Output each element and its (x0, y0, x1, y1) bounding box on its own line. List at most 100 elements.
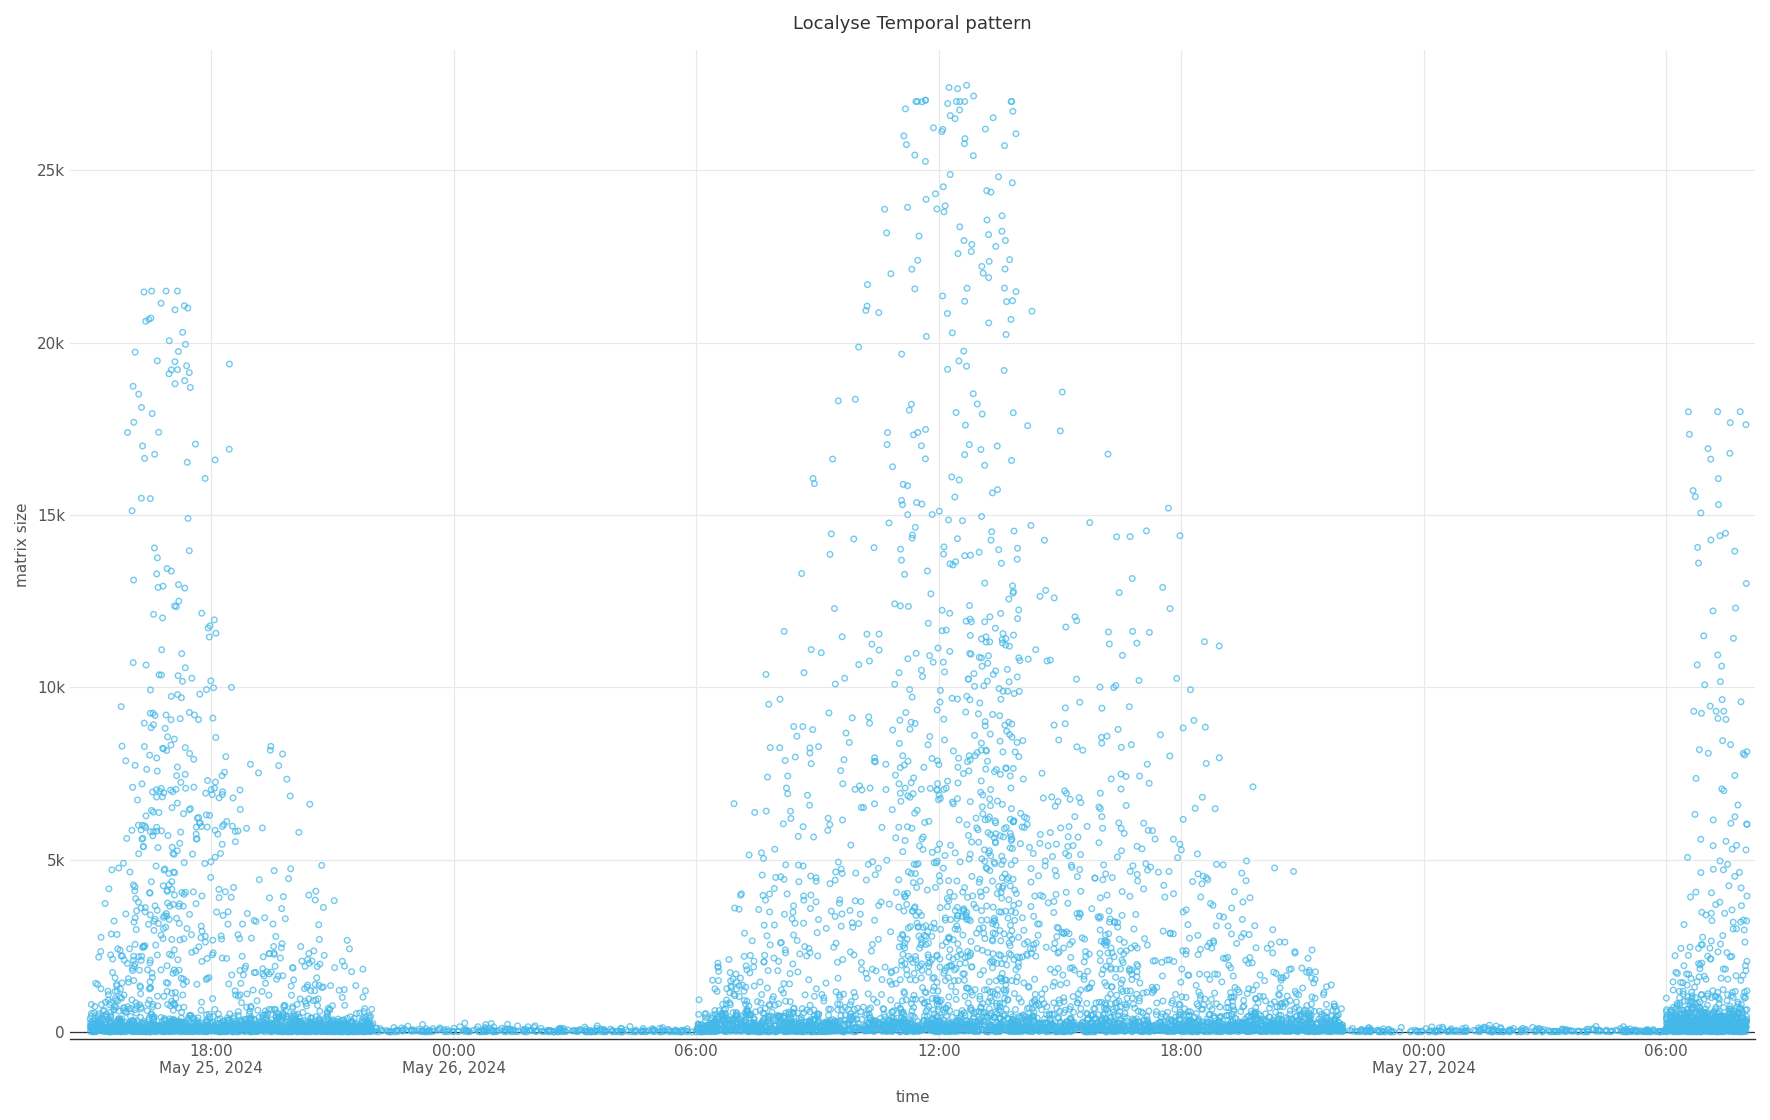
Point (209, 906, 237, 924)
Point (1073, 1018, 1101, 1036)
Point (915, 1016, 943, 1034)
Point (1258, 1016, 1287, 1034)
Point (126, 977, 154, 995)
Point (143, 762, 172, 780)
Point (361, 1023, 389, 1040)
Point (96, 1010, 124, 1028)
Point (800, 1010, 828, 1028)
Point (1250, 1010, 1278, 1028)
Point (1280, 1021, 1308, 1039)
Point (1464, 1019, 1492, 1037)
Point (1660, 1020, 1689, 1038)
Point (1120, 936, 1149, 954)
Point (1712, 710, 1740, 728)
Point (549, 1021, 577, 1039)
Point (731, 1014, 759, 1032)
Point (770, 1023, 798, 1040)
Point (823, 1014, 851, 1032)
Point (320, 1018, 349, 1036)
Point (881, 829, 910, 847)
Point (1027, 1021, 1055, 1039)
Point (1667, 940, 1696, 958)
Point (1000, 1021, 1028, 1039)
Point (1214, 1017, 1243, 1035)
Point (1710, 861, 1738, 879)
Point (159, 1021, 188, 1039)
Point (211, 764, 239, 782)
Point (692, 1020, 720, 1038)
Point (1283, 1008, 1312, 1026)
Point (1489, 1023, 1517, 1040)
Point (1014, 999, 1043, 1017)
Point (315, 1019, 343, 1037)
Point (1471, 1018, 1499, 1036)
Point (1044, 920, 1073, 937)
Point (912, 91, 940, 109)
Point (289, 1016, 317, 1034)
Point (970, 841, 998, 859)
Point (1189, 1017, 1218, 1035)
Point (855, 1015, 883, 1033)
Point (802, 1016, 830, 1034)
Point (736, 1018, 765, 1036)
Point (950, 954, 979, 972)
Point (1662, 1019, 1690, 1037)
Point (1674, 1012, 1703, 1030)
Point (1000, 1014, 1028, 1032)
Point (1048, 1020, 1076, 1038)
Point (878, 964, 906, 982)
Point (205, 1015, 234, 1033)
Point (241, 1011, 269, 1029)
Point (143, 1020, 172, 1038)
Point (1071, 1023, 1099, 1040)
Point (772, 1021, 800, 1039)
Point (273, 1017, 301, 1035)
Point (667, 1023, 696, 1040)
Point (773, 885, 802, 903)
Point (1025, 867, 1053, 885)
Point (347, 1017, 375, 1035)
Point (281, 1018, 310, 1036)
Point (733, 992, 761, 1010)
Point (1683, 1016, 1712, 1034)
Point (565, 1021, 593, 1039)
Point (219, 1009, 248, 1027)
Point (827, 1019, 855, 1037)
Point (1092, 865, 1120, 883)
Point (805, 1019, 834, 1037)
Point (1705, 469, 1733, 487)
Point (469, 1023, 497, 1040)
Point (853, 1019, 881, 1037)
Point (889, 992, 917, 1010)
Point (106, 1023, 135, 1040)
Point (1710, 981, 1738, 999)
Point (195, 1006, 223, 1024)
Point (140, 1020, 168, 1038)
Point (1696, 1020, 1724, 1038)
Point (205, 1023, 234, 1040)
Point (931, 911, 959, 928)
Point (163, 842, 191, 860)
Point (1043, 836, 1071, 853)
Point (1731, 989, 1759, 1007)
Point (1655, 1017, 1683, 1035)
Point (1653, 1015, 1682, 1033)
Point (885, 999, 913, 1017)
Point (106, 1023, 135, 1040)
Point (1129, 814, 1158, 832)
Point (154, 1019, 182, 1037)
Point (1218, 899, 1246, 917)
Point (1703, 1012, 1731, 1030)
Point (297, 952, 326, 970)
Point (1260, 1021, 1289, 1039)
Point (1027, 1018, 1055, 1036)
Point (871, 1020, 899, 1038)
Point (1101, 995, 1129, 1012)
Point (1172, 1007, 1200, 1025)
Point (455, 1023, 483, 1040)
Point (878, 1021, 906, 1039)
Point (209, 1019, 237, 1037)
Point (1713, 1017, 1742, 1035)
Point (1016, 897, 1044, 915)
Point (80, 1018, 108, 1036)
